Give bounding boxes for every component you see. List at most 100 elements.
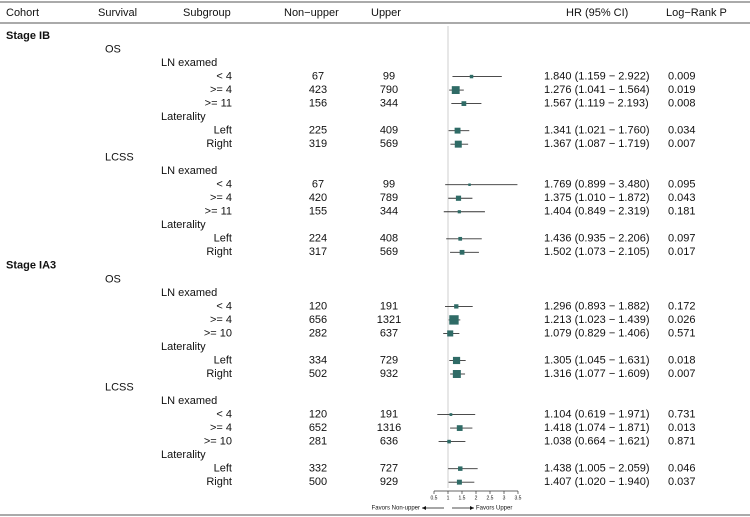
hr-label: 1.404 (0.849 − 2.319) <box>544 206 650 218</box>
hr-label: 1.438 (1.005 − 2.059) <box>544 463 650 475</box>
upper-count: 99 <box>383 70 395 82</box>
upper-count: 344 <box>380 206 398 218</box>
non-upper-count: 502 <box>309 368 327 380</box>
p-value: 0.095 <box>668 179 696 191</box>
hr-label: 1.567 (1.119 − 2.193) <box>544 98 649 110</box>
hr-label: 1.079 (0.829 − 1.406) <box>544 327 650 339</box>
hr-marker <box>451 86 460 95</box>
favors-right: Favors Upper <box>476 506 512 512</box>
hr-label: 1.436 (0.935 − 2.206) <box>544 233 650 245</box>
x-tick-label: 1.5 <box>459 495 466 501</box>
non-upper-count: 120 <box>309 408 327 420</box>
hr-label: 1.276 (1.041 − 1.564) <box>544 84 650 96</box>
non-upper-count: 317 <box>309 246 327 258</box>
p-value: 0.097 <box>668 233 696 245</box>
column-header: Survival <box>98 7 137 19</box>
subgroup-label: Right <box>206 476 232 488</box>
non-upper-count: 67 <box>312 70 324 82</box>
group-label: Laterality <box>161 449 206 461</box>
subgroup-label: < 4 <box>216 300 232 312</box>
endpoint-label: LCSS <box>105 152 134 164</box>
hr-label: 1.296 (0.893 − 1.882) <box>544 300 650 312</box>
hr-label: 1.418 (1.074 − 1.871) <box>544 422 650 434</box>
p-value: 0.046 <box>668 463 696 475</box>
upper-count: 99 <box>383 179 395 191</box>
hr-marker <box>455 195 462 201</box>
endpoint-label: OS <box>105 43 121 55</box>
group-label: LN examed <box>161 57 217 69</box>
subgroup-label: >= 11 <box>205 206 232 218</box>
group-label: LN examed <box>161 395 217 407</box>
hr-label: 1.840 (1.159 − 2.922) <box>544 70 650 82</box>
hr-marker <box>452 370 461 378</box>
hr-label: 1.341 (1.021 − 1.760) <box>544 125 650 137</box>
hr-label: 1.502 (1.073 − 2.105) <box>544 246 650 258</box>
p-value: 0.026 <box>668 314 696 326</box>
subgroup-label: < 4 <box>216 408 232 420</box>
non-upper-count: 224 <box>309 233 327 245</box>
hr-marker <box>449 413 453 416</box>
hr-marker <box>456 479 462 485</box>
subgroup-label: Right <box>206 246 232 258</box>
subgroup-label: Right <box>206 368 232 380</box>
hr-label: 1.367 (1.087 − 1.719) <box>544 138 650 150</box>
subgroup-label: >= 4 <box>210 84 232 96</box>
stage-label: Stage IB <box>6 30 50 42</box>
p-value: 0.007 <box>668 138 696 150</box>
group-label: Laterality <box>161 219 206 231</box>
hr-marker <box>459 249 465 255</box>
subgroup-label: Left <box>214 463 232 475</box>
p-value: 0.019 <box>668 84 696 96</box>
upper-count: 569 <box>380 138 398 150</box>
upper-count: 569 <box>380 246 398 258</box>
upper-count: 637 <box>380 327 398 339</box>
subgroup-label: >= 4 <box>210 192 232 204</box>
subgroup-label: >= 4 <box>210 314 232 326</box>
hr-label: 1.375 (1.010 − 1.872) <box>544 192 650 204</box>
x-tick-label: 2.5 <box>487 495 494 501</box>
non-upper-count: 423 <box>309 84 327 96</box>
subgroup-label: >= 4 <box>210 422 232 434</box>
stage-label: Stage IA3 <box>6 260 56 272</box>
x-tick-label: 0.5 <box>431 495 438 501</box>
group-label: LN examed <box>161 165 217 177</box>
arrow-head <box>470 506 474 510</box>
arrow-head <box>422 506 426 510</box>
upper-count: 727 <box>380 463 398 475</box>
hr-marker <box>454 127 461 134</box>
hr-marker <box>458 466 463 471</box>
subgroup-label: >= 11 <box>205 98 232 110</box>
hr-marker <box>457 210 461 214</box>
group-label: Laterality <box>161 111 206 123</box>
column-header: Log−Rank P <box>666 7 727 19</box>
upper-count: 932 <box>380 368 398 380</box>
upper-count: 409 <box>380 125 398 137</box>
non-upper-count: 500 <box>309 476 327 488</box>
p-value: 0.008 <box>668 98 696 110</box>
endpoint-label: LCSS <box>105 381 134 393</box>
p-value: 0.871 <box>668 436 696 448</box>
upper-count: 729 <box>380 354 398 366</box>
hr-marker <box>454 140 462 148</box>
hr-marker <box>461 101 467 106</box>
non-upper-count: 225 <box>309 125 327 137</box>
subgroup-label: >= 10 <box>204 327 232 339</box>
hr-label: 1.104 (0.619 − 1.971) <box>544 408 650 420</box>
upper-count: 929 <box>380 476 398 488</box>
p-value: 0.034 <box>668 125 696 137</box>
p-value: 0.018 <box>668 354 696 366</box>
upper-count: 1316 <box>377 422 401 434</box>
endpoint-label: OS <box>105 273 121 285</box>
non-upper-count: 656 <box>309 314 327 326</box>
subgroup-label: < 4 <box>216 70 232 82</box>
hr-label: 1.305 (1.045 − 1.631) <box>544 354 650 366</box>
p-value: 0.037 <box>668 476 696 488</box>
hr-marker <box>449 315 459 325</box>
hr-marker <box>469 74 474 79</box>
p-value: 0.009 <box>668 70 696 82</box>
non-upper-count: 156 <box>309 98 327 110</box>
non-upper-count: 420 <box>309 192 327 204</box>
p-value: 0.017 <box>668 246 696 258</box>
upper-count: 191 <box>380 408 398 420</box>
p-value: 0.731 <box>668 408 696 420</box>
